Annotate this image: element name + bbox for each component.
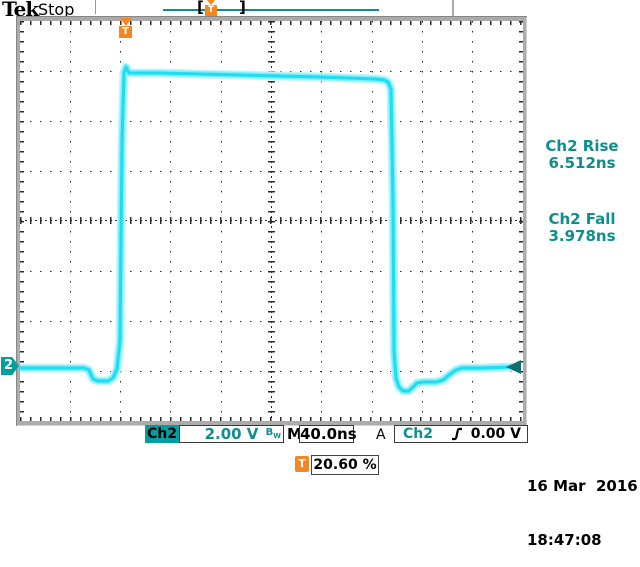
grid-vertical-division [220, 21, 222, 421]
trigger-position-value: 20.60 % [311, 455, 379, 475]
measurement-rise-value: 6.512ns [548, 154, 616, 172]
bandwidth-limit-icon: BW [265, 427, 281, 441]
trigger-position-arrow-icon [119, 18, 132, 26]
grid-horizontal-division [20, 70, 523, 72]
topbar-divider [95, 0, 96, 14]
record-view-left-bracket: [ [197, 0, 204, 16]
trigger-position-readout: T 20.60 % [0, 455, 640, 475]
graticule-frame [16, 16, 527, 426]
acquisition-status: Stop [38, 0, 75, 19]
horizontal-scale-readout: 40.0ns [299, 425, 357, 443]
right-edge-ticks [519, 21, 523, 421]
trigger-level-arrow-icon [506, 360, 521, 374]
grid-vertical-division [321, 21, 323, 421]
record-view-right-bracket: ] [239, 0, 246, 16]
record-view-line [163, 9, 379, 11]
vertical-scale-readout: 2.00 V BW [179, 425, 284, 443]
time-value: 18:47:08 [527, 531, 602, 549]
datetime-readout: 16 Mar 2016 18:47:08 [527, 441, 638, 567]
grid-horizontal-division [20, 170, 523, 172]
measurement-rise: Ch2 Rise 6.512ns [536, 138, 628, 172]
measurement-rise-label: Ch2 Rise [545, 137, 619, 155]
grid-horizontal-division [20, 320, 523, 322]
grid-vertical-division [472, 21, 474, 421]
trigger-readout: Ch2 0.00 V [394, 425, 528, 443]
waveform-trace [20, 62, 516, 396]
measurement-fall-value: 3.978ns [548, 227, 616, 245]
grid-vertical-division [371, 21, 373, 421]
trigger-t-icon: T [205, 5, 217, 16]
left-edge-ticks [20, 21, 24, 421]
measurement-fall: Ch2 Fall 3.978ns [536, 211, 628, 245]
top-edge-ticks [20, 21, 523, 25]
record-view-trigger-icon: T [205, 0, 217, 16]
grid-vertical-division [421, 21, 423, 421]
grid-horizontal-division [20, 120, 523, 122]
grid-horizontal-division [20, 370, 523, 372]
grid-vertical-division [69, 21, 71, 421]
rising-edge-slope-icon [451, 427, 462, 441]
channel-2-position-marker: 2 [1, 357, 19, 375]
status-bar: Ch2 2.00 V BW M 40.0ns A Ch2 0.00 V [0, 424, 640, 446]
graticule [20, 21, 523, 421]
main-timebase-label: M [287, 425, 302, 443]
grid-horizontal-division [20, 270, 523, 272]
trigger-a-label: A [376, 427, 386, 443]
topbar-divider-right [452, 0, 454, 16]
bottom-edge-ticks [20, 417, 523, 421]
channel-2-readout-badge: Ch2 [145, 425, 179, 443]
trigger-arrow-icon [207, 0, 215, 5]
center-horizontal-axis [20, 217, 523, 224]
measurement-readouts: Ch2 Rise 6.512ns Ch2 Fall 3.978ns [536, 138, 628, 245]
trigger-source: Ch2 [403, 426, 433, 442]
measurement-fall-label: Ch2 Fall [548, 210, 616, 228]
grid-vertical-division [170, 21, 172, 421]
trigger-level-value: 0.00 V [470, 426, 521, 442]
vertical-scale-value: 2.00 V [204, 425, 259, 443]
trigger-t-badge-icon: T [295, 456, 309, 472]
tek-logo: Tek [2, 0, 39, 21]
trigger-position-marker: T [119, 18, 132, 38]
trigger-position-t-icon: T [119, 26, 132, 38]
